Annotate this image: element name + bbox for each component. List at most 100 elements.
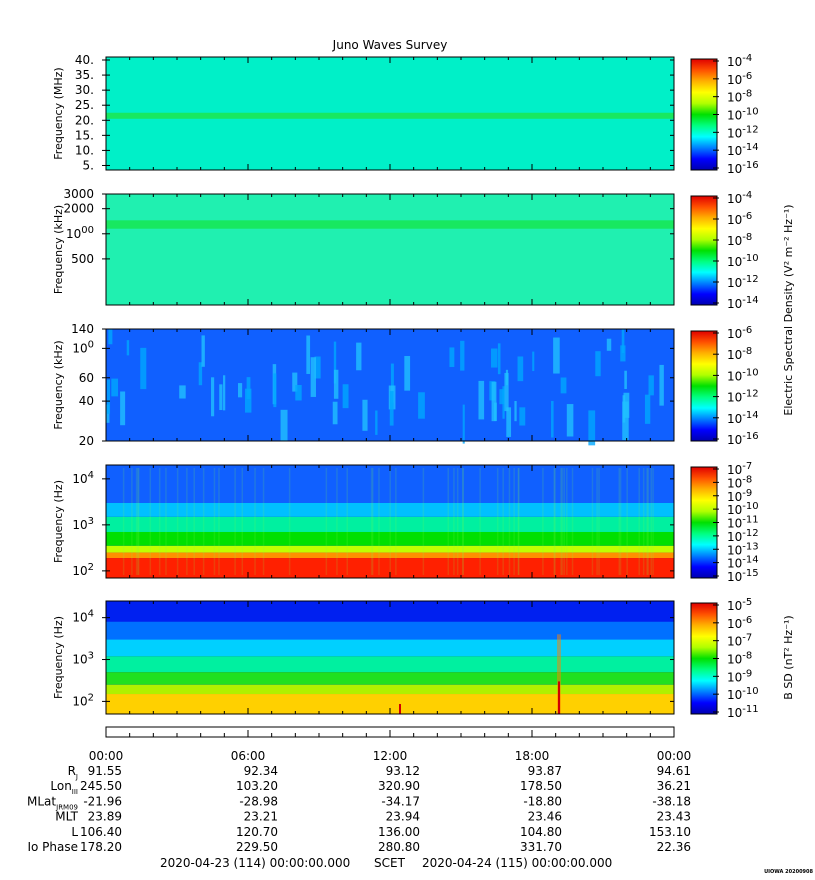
time-tick-label: 06:00 — [231, 749, 266, 763]
colorbar — [690, 58, 718, 171]
y-tick-label: 15. — [75, 128, 94, 142]
y-tick-label: 20. — [75, 113, 94, 127]
ephemeris-row-label: Io Phase — [27, 840, 78, 854]
spectral-band — [106, 220, 674, 229]
burst-line — [566, 468, 568, 575]
y-tick-label: 40 — [79, 394, 94, 408]
burst-line — [122, 468, 125, 575]
spectral-band — [106, 502, 674, 517]
ephemeris-table: RJ 91.55 92.34 93.12 93.87 94.61 LonIII 245.50 1… — [27, 764, 691, 854]
emission-streak — [499, 389, 505, 405]
colorbar-tick-label: 10-14 — [727, 555, 759, 571]
emission-streak — [120, 391, 126, 426]
footer-scet: SCET — [374, 856, 406, 870]
burst-line — [502, 468, 504, 575]
emission-streak — [244, 388, 252, 413]
spectrogram-panels: 5.10.15.20.25.30.35.40. Frequency (MHz) 10… — [52, 53, 795, 720]
burst-line — [563, 468, 565, 575]
spectrogram-panel-1: 5.10.15.20.25.30.35.40. Frequency (MHz) 10… — [52, 53, 759, 176]
burst-line — [496, 468, 499, 575]
y-tick-label: 20 — [79, 434, 94, 448]
ephemeris-value: 229.50 — [236, 840, 278, 854]
ephemeris-value: 245.50 — [80, 779, 122, 793]
burst-line — [652, 468, 654, 575]
emission-streak — [280, 409, 288, 441]
y-tick-label: 102 — [72, 692, 94, 708]
burst-line — [218, 468, 220, 575]
emission-streak — [497, 343, 501, 375]
burst-line — [553, 468, 555, 575]
ephemeris-value: 93.12 — [386, 764, 420, 778]
colorbar-tick-label: 10-6 — [727, 325, 752, 341]
y-axis-label: Frequency (Hz) — [52, 480, 65, 563]
burst-line — [149, 468, 152, 575]
emission-streak — [310, 357, 316, 397]
emission-streak — [588, 410, 596, 446]
colorbar-tick-label: 10-8 — [727, 232, 752, 248]
emission-streak — [491, 348, 498, 368]
ephemeris-value: 23.21 — [244, 810, 278, 824]
ephemeris-row-label: LonIII — [50, 779, 78, 796]
colorbar-tick-label: 10-6 — [727, 615, 752, 631]
emission-streak — [644, 394, 651, 424]
burst-line — [158, 468, 161, 575]
emission-streak — [449, 347, 455, 367]
colorbar — [690, 195, 718, 306]
y-tick-label: 500 — [71, 252, 94, 266]
figure-title: Juno Waves Survey — [332, 38, 448, 52]
y-tick-label: 5. — [83, 158, 94, 172]
time-axis: 00:00 06:00 12:00 18:00 00:00 — [89, 726, 691, 763]
spectrogram-panel-4: 104 103 102 Frequency (Hz) 10-710-810-910-10… — [52, 461, 759, 584]
colorbar-tick-label: 10-6 — [727, 71, 752, 87]
spectral-band — [106, 531, 674, 546]
colorbar-tick-label: 10-12 — [727, 528, 759, 544]
emission-streak — [462, 404, 465, 444]
burst-line — [176, 468, 179, 575]
colorbar-tick-label: 10-12 — [727, 274, 759, 290]
colorbar-tick-label: 10-8 — [727, 651, 752, 667]
time-tick-label: 00:00 — [89, 749, 124, 763]
colorbar-tick-label: 10-14 — [727, 295, 759, 311]
ephemeris-value: 92.34 — [244, 764, 278, 778]
burst-line — [517, 468, 520, 575]
emission-streak — [553, 337, 560, 374]
y-tick-label: 40. — [75, 53, 94, 67]
ephemeris-row-label: RJ — [68, 764, 78, 781]
emission-streak — [362, 399, 368, 431]
burst-line — [542, 468, 544, 575]
emission-streak — [620, 345, 626, 362]
emission-streak — [514, 400, 517, 422]
shared-colorbar-label: Electric Spectral Density (V² m⁻² Hz⁻¹) — [782, 204, 795, 415]
emission-streak — [223, 375, 226, 411]
burst-line — [557, 634, 561, 714]
ephemeris-value: 36.21 — [657, 779, 691, 793]
colorbar-tick-label: 10-8 — [727, 346, 752, 362]
colorbar-tick-label: 10-6 — [727, 211, 752, 227]
colorbar-tick-label: 10-12 — [727, 124, 759, 140]
burst-line — [638, 468, 640, 575]
emission-streak — [108, 329, 113, 345]
ephemeris-value: 23.89 — [88, 810, 122, 824]
emission-streak — [494, 402, 497, 421]
emission-streak — [595, 351, 601, 377]
spectral-band — [106, 516, 674, 532]
burst-line — [135, 468, 138, 575]
colorbar-tick-label: 10-14 — [727, 410, 759, 426]
emission-streak — [504, 372, 509, 412]
emission-streak — [532, 351, 535, 372]
burst-line — [561, 468, 563, 575]
emission-streak — [478, 380, 485, 420]
ephemeris-value: 23.46 — [528, 810, 562, 824]
ephemeris-value: 91.55 — [88, 764, 122, 778]
emission-streak — [106, 379, 111, 414]
colorbar-tick-label: 10-7 — [727, 633, 752, 649]
burst-line — [193, 468, 195, 575]
emission-streak — [551, 400, 554, 438]
ephemeris-value: 22.36 — [657, 840, 691, 854]
emission-streak — [356, 342, 362, 371]
burst-line — [378, 468, 380, 575]
burst-line — [165, 468, 167, 575]
burst-line — [389, 468, 391, 575]
